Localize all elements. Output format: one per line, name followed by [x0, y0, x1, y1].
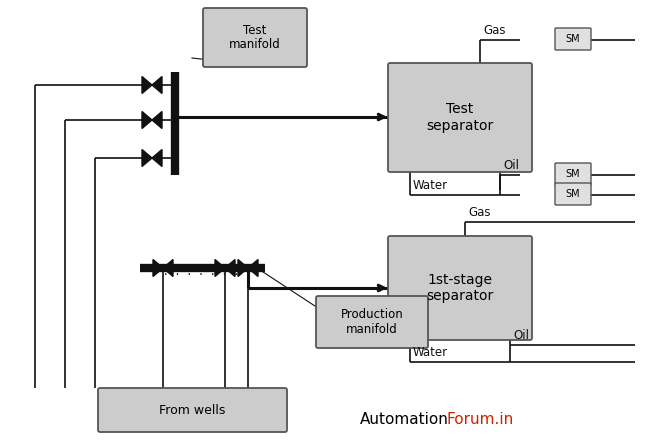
FancyBboxPatch shape [316, 296, 428, 348]
FancyBboxPatch shape [203, 8, 307, 67]
Polygon shape [215, 259, 225, 276]
Polygon shape [225, 259, 235, 276]
Text: Forum.in: Forum.in [447, 413, 514, 427]
Text: SM: SM [566, 34, 580, 44]
Text: . . . . . . . .: . . . . . . . . [151, 267, 239, 277]
Polygon shape [152, 77, 162, 94]
Polygon shape [152, 150, 162, 167]
Polygon shape [142, 112, 152, 129]
FancyBboxPatch shape [555, 163, 591, 185]
Text: Gas: Gas [483, 24, 506, 37]
Text: Test
separator: Test separator [426, 103, 493, 133]
Polygon shape [238, 259, 248, 276]
Polygon shape [142, 150, 152, 167]
FancyBboxPatch shape [555, 28, 591, 50]
Text: 1st-stage
separator: 1st-stage separator [426, 273, 493, 303]
Text: Oil: Oil [513, 329, 529, 342]
FancyBboxPatch shape [98, 388, 287, 432]
Text: Oil: Oil [503, 159, 519, 172]
Text: SM: SM [566, 189, 580, 199]
Text: Water: Water [413, 179, 448, 192]
Polygon shape [152, 112, 162, 129]
Text: SM: SM [566, 169, 580, 179]
Polygon shape [142, 77, 152, 94]
FancyBboxPatch shape [388, 236, 532, 340]
Text: Automation: Automation [360, 413, 449, 427]
Text: Water: Water [413, 346, 448, 359]
Text: From wells: From wells [159, 404, 226, 417]
FancyBboxPatch shape [388, 63, 532, 172]
Text: Gas: Gas [468, 206, 491, 219]
Polygon shape [163, 259, 173, 276]
FancyBboxPatch shape [555, 183, 591, 205]
Text: Test
manifold: Test manifold [229, 23, 281, 52]
Text: Production
manifold: Production manifold [341, 308, 404, 336]
Polygon shape [248, 259, 258, 276]
Polygon shape [153, 259, 163, 276]
